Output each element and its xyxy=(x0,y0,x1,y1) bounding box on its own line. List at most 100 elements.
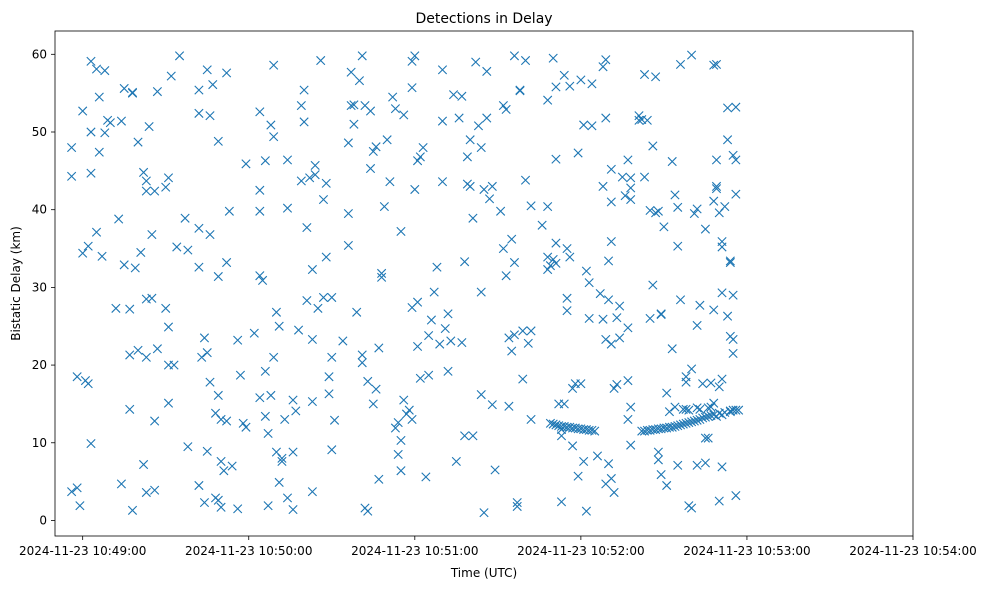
x-tick-label: 2024-11-23 10:49:00 xyxy=(19,544,146,558)
data-point xyxy=(734,405,744,415)
data-point xyxy=(440,323,450,334)
data-point xyxy=(662,480,672,491)
data-point xyxy=(127,505,138,515)
data-point xyxy=(686,364,697,374)
data-point xyxy=(468,213,478,223)
data-point xyxy=(329,415,340,425)
data-point xyxy=(357,51,367,61)
data-point xyxy=(255,107,265,117)
data-point xyxy=(437,116,448,126)
data-point xyxy=(462,152,472,162)
data-point xyxy=(412,156,423,166)
data-point xyxy=(507,234,517,244)
data-point xyxy=(645,313,655,324)
data-point xyxy=(587,121,597,131)
data-point xyxy=(310,160,320,170)
data-point xyxy=(598,314,608,324)
data-point xyxy=(448,90,459,100)
data-point xyxy=(83,241,93,251)
data-point xyxy=(432,262,442,272)
data-point xyxy=(476,142,486,153)
data-point xyxy=(626,402,636,412)
y-tick-label: 30 xyxy=(32,280,47,294)
data-point xyxy=(584,278,594,288)
data-point xyxy=(241,159,251,169)
data-point xyxy=(446,336,456,346)
data-point xyxy=(119,260,129,270)
data-point xyxy=(125,350,135,360)
data-point xyxy=(512,501,522,512)
data-point xyxy=(482,66,492,76)
data-point xyxy=(615,301,625,311)
data-point xyxy=(288,447,298,457)
data-point xyxy=(551,82,561,92)
data-point xyxy=(698,379,708,389)
data-point xyxy=(288,504,298,515)
data-point xyxy=(255,206,265,216)
data-point xyxy=(670,402,680,412)
x-axis: 2024-11-23 10:49:00 2024-11-23 10:50:00 20… xyxy=(19,536,977,558)
data-point xyxy=(579,456,589,467)
data-point xyxy=(623,155,633,165)
data-point xyxy=(130,263,140,273)
data-point xyxy=(349,119,359,129)
data-point xyxy=(307,397,317,407)
x-tick-label: 2024-11-23 10:53:00 xyxy=(683,544,810,558)
data-point xyxy=(274,477,284,487)
data-point xyxy=(183,442,193,452)
data-point xyxy=(399,395,409,405)
data-point xyxy=(72,483,82,493)
data-point xyxy=(125,304,135,314)
data-point xyxy=(648,141,658,151)
data-point xyxy=(626,183,636,193)
data-point xyxy=(343,240,353,251)
data-point xyxy=(363,506,373,516)
data-point xyxy=(526,326,536,336)
data-point xyxy=(460,257,470,267)
data-point xyxy=(509,257,520,268)
data-point xyxy=(479,184,489,195)
data-point xyxy=(282,155,293,165)
data-point xyxy=(543,201,553,212)
data-point xyxy=(603,295,614,305)
data-point xyxy=(465,135,475,145)
data-point xyxy=(343,208,353,219)
data-point xyxy=(617,172,627,182)
x-tick-label: 2024-11-23 10:52:00 xyxy=(517,544,644,558)
data-point xyxy=(354,76,365,86)
x-tick-label: 2024-11-23 10:50:00 xyxy=(185,544,312,558)
data-point xyxy=(216,456,226,467)
data-point xyxy=(623,323,633,333)
data-point xyxy=(567,441,578,451)
data-point xyxy=(728,334,738,345)
data-point xyxy=(100,128,110,138)
data-point xyxy=(731,155,741,165)
y-axis-title: Bistatic Delay (km) xyxy=(9,226,23,341)
data-point xyxy=(390,104,401,114)
data-point xyxy=(673,241,683,251)
data-point xyxy=(105,118,115,128)
data-point xyxy=(720,407,730,418)
data-point xyxy=(138,459,149,470)
data-point xyxy=(412,297,423,307)
data-point xyxy=(429,287,439,297)
data-point xyxy=(393,449,403,460)
data-point xyxy=(518,374,528,384)
plot-frame xyxy=(54,30,914,537)
data-point xyxy=(670,190,680,200)
data-point xyxy=(274,321,284,331)
data-point xyxy=(725,257,735,268)
data-point xyxy=(667,422,677,432)
data-point xyxy=(161,182,171,192)
data-point xyxy=(133,137,143,147)
data-point xyxy=(424,330,434,341)
data-point xyxy=(576,75,586,85)
data-point xyxy=(551,154,561,164)
data-point xyxy=(205,377,215,387)
data-point xyxy=(371,384,381,394)
data-point xyxy=(141,186,151,196)
data-point xyxy=(305,173,315,183)
data-point xyxy=(559,399,569,409)
